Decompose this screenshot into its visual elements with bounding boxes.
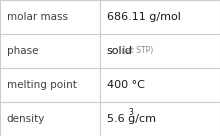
Text: molar mass: molar mass	[7, 12, 68, 22]
Bar	[100, 102, 220, 136]
Bar	[100, 34, 220, 68]
Bar	[0, 102, 100, 136]
Bar	[100, 0, 220, 34]
Bar	[0, 68, 100, 102]
Bar	[0, 0, 100, 34]
Text: 400 °C: 400 °C	[107, 80, 145, 90]
Text: 5.6 g/cm: 5.6 g/cm	[107, 114, 156, 124]
Bar	[100, 68, 220, 102]
Text: (at STP): (at STP)	[123, 47, 153, 55]
Text: 3: 3	[128, 108, 133, 117]
Text: melting point: melting point	[7, 80, 77, 90]
Text: density: density	[7, 114, 45, 124]
Text: 686.11 g/mol: 686.11 g/mol	[107, 12, 181, 22]
Text: phase: phase	[7, 46, 38, 56]
Text: solid: solid	[107, 46, 133, 56]
Bar	[0, 34, 100, 68]
